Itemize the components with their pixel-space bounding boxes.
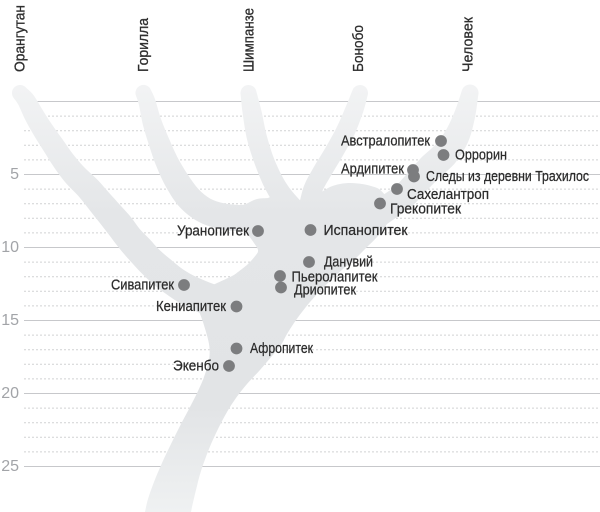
svg-text:20: 20: [1, 385, 19, 402]
svg-text:25: 25: [1, 458, 19, 475]
svg-text:Испанопитек: Испанопитек: [324, 222, 408, 239]
svg-text:Сахелантроп: Сахелантроп: [407, 186, 489, 203]
svg-text:Орангутан: Орангутан: [12, 5, 29, 72]
svg-text:Дриопитек: Дриопитек: [294, 282, 356, 299]
svg-text:Человек: Человек: [460, 17, 477, 72]
svg-text:Сивапитек: Сивапитек: [111, 277, 174, 294]
svg-text:Грекопитек: Грекопитек: [390, 201, 461, 218]
svg-text:15: 15: [1, 312, 19, 329]
svg-text:Ардипитек: Ардипитек: [341, 161, 404, 178]
svg-text:Шимпанзе: Шимпанзе: [241, 8, 258, 72]
svg-text:Пьеролапитек: Пьеролапитек: [292, 269, 378, 286]
svg-text:Кениапитек: Кениапитек: [156, 298, 226, 315]
svg-text:5: 5: [10, 166, 19, 183]
svg-text:Следы из деревни Трахилос: Следы из деревни Трахилос: [426, 168, 589, 185]
svg-text:10: 10: [1, 239, 19, 256]
svg-text:Оррорин: Оррорин: [455, 147, 507, 164]
svg-text:Бонобо: Бонобо: [350, 25, 367, 72]
svg-text:Данувий: Данувий: [324, 254, 373, 271]
svg-text:Экенбо: Экенбо: [173, 358, 219, 375]
svg-text:Уранопитек: Уранопитек: [177, 223, 249, 240]
svg-text:Австралопитек: Австралопитек: [341, 133, 430, 150]
svg-text:Афропитек: Афропитек: [250, 340, 313, 357]
svg-text:Горилла: Горилла: [135, 17, 152, 72]
